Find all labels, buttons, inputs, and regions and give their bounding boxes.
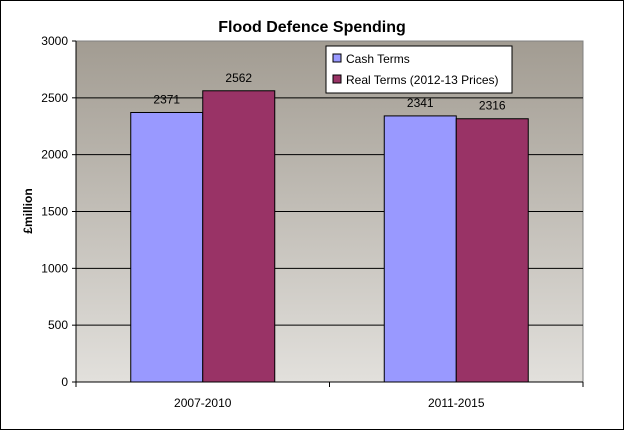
chart-title: Flood Defence Spending	[218, 19, 406, 36]
y-axis: 0 500 1000 1500 2000 2500 3000	[41, 34, 77, 389]
y-tick-label: 0	[61, 375, 68, 389]
data-label: 2341	[407, 96, 434, 110]
legend: Cash Terms Real Terms (2012-13 Prices)	[325, 45, 513, 94]
bar	[202, 90, 276, 383]
y-axis-label: £million	[21, 188, 35, 233]
data-label: 2562	[225, 71, 252, 85]
x-tick-label: 2011-2015	[428, 396, 485, 410]
legend-label: Cash Terms	[346, 52, 410, 66]
bar	[130, 111, 204, 383]
data-labels: 2371 2562 2341 2316	[153, 71, 506, 113]
x-tick-label: 2007-2010	[174, 396, 232, 410]
data-label: 2371	[153, 92, 180, 106]
y-tick-label: 500	[48, 318, 68, 332]
y-tick-label: 2000	[41, 148, 68, 162]
bar	[383, 115, 457, 383]
y-tick-label: 3000	[41, 34, 68, 48]
bar	[455, 118, 529, 383]
x-axis: 2007-2010 2011-2015	[75, 381, 584, 410]
data-label: 2316	[479, 99, 506, 113]
bars	[130, 90, 529, 383]
legend-box	[325, 45, 513, 94]
y-tick-label: 1000	[41, 261, 68, 275]
y-tick-label: 1500	[41, 205, 68, 219]
legend-swatch	[332, 74, 342, 84]
legend-label: Real Terms (2012-13 Prices)	[346, 73, 499, 87]
legend-swatch	[332, 53, 342, 63]
y-tick-label: 2500	[41, 91, 68, 105]
